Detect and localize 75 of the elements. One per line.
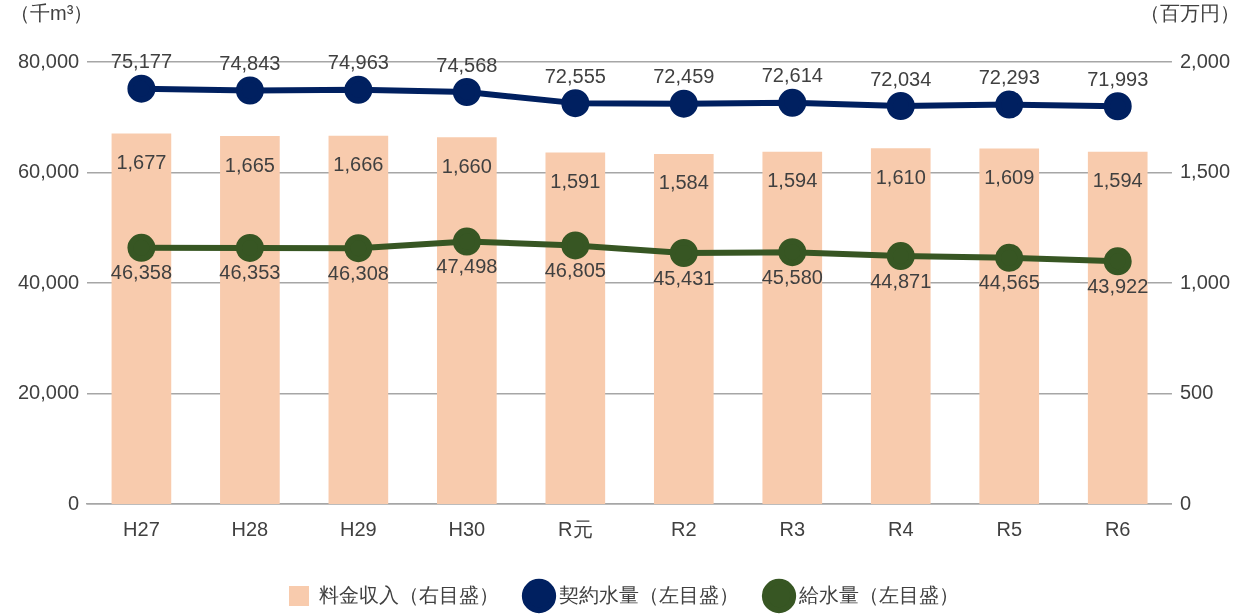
data-label: 46,805 — [544, 258, 606, 281]
legend-label: 料金収入（右目盛） — [319, 583, 499, 606]
data-label: 47,498 — [436, 255, 498, 278]
x-tick-label: H27 — [123, 517, 160, 540]
data-label: 75,177 — [110, 50, 172, 73]
point — [344, 234, 373, 263]
x-tick-label: R5 — [996, 517, 1023, 540]
data-label: 72,614 — [761, 64, 823, 87]
data-label: 46,353 — [219, 261, 281, 284]
point — [886, 242, 915, 271]
point — [669, 89, 698, 118]
data-label: 1,609 — [984, 165, 1035, 188]
data-label: 1,666 — [333, 153, 384, 176]
data-label: 1,591 — [550, 169, 601, 192]
data-label: 44,871 — [870, 269, 932, 292]
point — [561, 231, 590, 260]
data-label: 44,565 — [978, 271, 1040, 294]
point — [1103, 247, 1132, 276]
point — [995, 90, 1024, 119]
x-tick-label: R6 — [1104, 517, 1131, 540]
y2-axis-title: （百万円） — [1140, 1, 1240, 24]
point — [127, 233, 156, 262]
data-label: 1,594 — [1092, 169, 1143, 192]
y-tick-label: 60,000 — [18, 160, 80, 183]
x-tick-label: R3 — [779, 517, 806, 540]
point — [778, 88, 807, 117]
data-label: 71,993 — [1087, 67, 1149, 90]
x-tick-label: H29 — [340, 517, 377, 540]
point — [344, 75, 373, 104]
data-label: 1,677 — [116, 150, 167, 173]
point — [235, 233, 264, 262]
data-label: 1,610 — [875, 165, 926, 188]
y-tick-label: 20,000 — [18, 381, 80, 404]
y2-tick-label: 1,500 — [1179, 160, 1231, 183]
y-tick-label: 80,000 — [18, 49, 80, 72]
data-label: 1,584 — [658, 171, 709, 194]
data-label: 74,843 — [219, 52, 281, 75]
point — [669, 238, 698, 267]
point — [452, 227, 481, 256]
data-label: 72,293 — [978, 66, 1040, 89]
data-label: 74,568 — [436, 53, 498, 76]
point — [235, 76, 264, 105]
y-axis-title: （千m³） — [10, 1, 94, 24]
x-tick-label: R4 — [887, 517, 914, 540]
data-label: 72,555 — [544, 64, 606, 87]
point — [886, 92, 915, 121]
x-tick-label: H28 — [231, 517, 269, 540]
legend-label: 契約水量（左目盛） — [559, 583, 739, 606]
data-label: 72,034 — [870, 67, 932, 90]
point — [778, 238, 807, 267]
x-tick-label: H30 — [448, 517, 486, 540]
legend-label: 給水量（左目盛） — [798, 583, 959, 606]
data-label: 46,308 — [327, 261, 389, 284]
point — [1103, 92, 1132, 121]
data-label: 74,963 — [327, 51, 389, 74]
point — [127, 74, 156, 103]
data-label: 45,580 — [761, 265, 823, 288]
point — [995, 243, 1024, 272]
y2-tick-label: 2,000 — [1179, 49, 1231, 72]
data-label: 45,431 — [653, 266, 715, 289]
data-label: 1,665 — [224, 153, 275, 176]
point — [561, 89, 590, 118]
data-label: 1,660 — [441, 154, 492, 177]
y-tick-label: 0 — [68, 491, 80, 514]
y-tick-label: 40,000 — [18, 270, 80, 293]
x-tick-label: R2 — [671, 517, 697, 540]
y2-tick-label: 500 — [1179, 381, 1214, 404]
y2-tick-label: 1,000 — [1179, 270, 1231, 293]
data-label: 72,459 — [653, 65, 715, 88]
data-label: 46,358 — [110, 261, 172, 284]
x-tick-label: R元 — [558, 517, 593, 540]
data-label: 1,594 — [767, 169, 818, 192]
point — [452, 78, 481, 107]
data-label: 43,922 — [1087, 274, 1149, 297]
y2-tick-label: 0 — [1179, 491, 1192, 514]
